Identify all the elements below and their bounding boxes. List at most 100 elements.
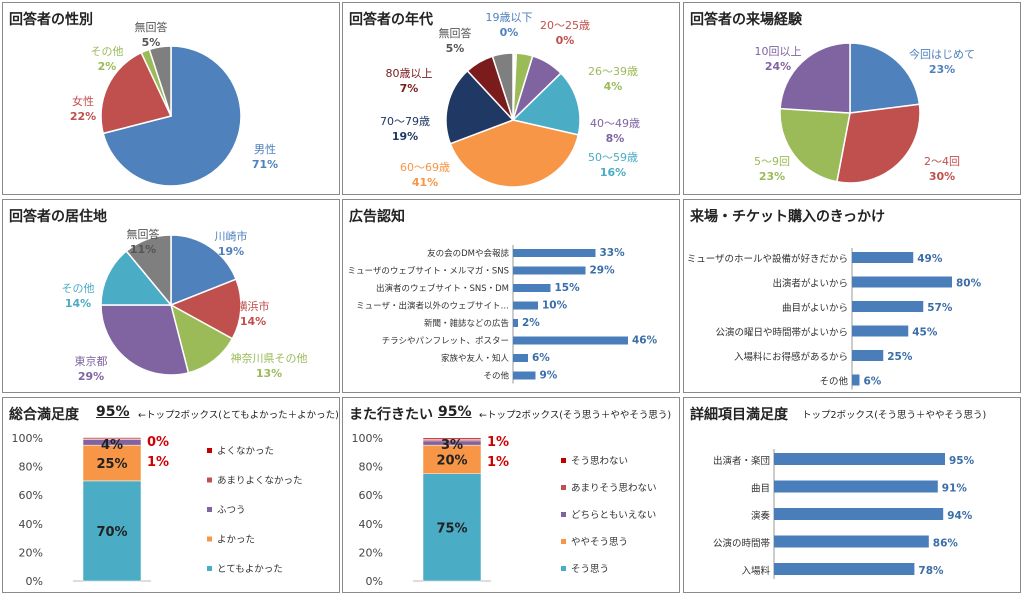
panel-age: 回答者の年代 19歳以下 0% 20～25歳 0% 26～39歳 4% 40～49歳 8% 50…	[342, 2, 680, 195]
stacked-segment	[422, 444, 482, 475]
bar	[513, 249, 596, 257]
slice-category-label: その他	[91, 45, 124, 58]
legend-label: とてもよかった	[217, 564, 283, 575]
bar-value-label: 78%	[918, 565, 944, 577]
pie-slice	[445, 69, 515, 145]
bar-value-label: 49%	[917, 253, 943, 265]
legend-swatch	[207, 507, 212, 512]
bar	[774, 535, 929, 548]
bar-value-label: 57%	[927, 302, 953, 314]
pie-slice	[125, 234, 172, 308]
slice-percent-label: 71%	[252, 158, 278, 171]
bar	[852, 252, 914, 263]
legend-label: ふつう	[217, 505, 246, 516]
panel-title: 広告認知	[349, 209, 405, 225]
legend-swatch	[207, 477, 212, 483]
y-tick-label: 0%	[366, 575, 383, 588]
top2-box-value: 95%	[438, 404, 472, 420]
bar	[513, 354, 528, 362]
bar	[513, 336, 628, 345]
revisit-stacked-chart: 0%20%40%60%80%100%75%20%3% 1%1% そう思わないあまりそ…	[352, 432, 657, 588]
slice-percent-label: 5%	[142, 36, 161, 49]
segment-value-label: 25%	[96, 457, 127, 472]
bar-category-label: 公演の曜日や時間帯がよいから	[715, 327, 848, 339]
pie-slice	[100, 51, 173, 135]
legend-swatch	[561, 458, 566, 463]
panel-title: 回答者の居住地	[9, 209, 107, 225]
bar-category-label: ミューザ・出演者以外のウェブサイト…	[356, 301, 509, 312]
bar	[774, 453, 945, 465]
bar	[513, 284, 551, 292]
pie-slice	[849, 42, 921, 114]
panel-title: 来場・チケット購入のきっかけ	[690, 209, 886, 225]
slice-percent-label: 0%	[500, 26, 519, 39]
slice-percent-label: 23%	[929, 63, 955, 76]
bar-value-label: 80%	[956, 278, 982, 290]
bar-value-label: 2%	[522, 317, 540, 329]
age-pie-chart: 19歳以下 0% 20～25歳 0% 26～39歳 4% 40～49歳 8% 50～59歳 16%…	[380, 11, 640, 189]
segment-value-label: 1%	[487, 435, 509, 450]
legend-label: あまりそう思わない	[571, 483, 657, 494]
pie-slice	[491, 52, 514, 121]
slice-percent-label: 30%	[929, 170, 955, 183]
bar	[852, 350, 884, 361]
slice-percent-label: 2%	[98, 60, 117, 73]
slice-percent-label: 16%	[600, 166, 626, 179]
bar-value-label: 25%	[887, 351, 913, 363]
slice-percent-label: 14%	[240, 315, 266, 328]
slice-percent-label: 5%	[446, 42, 465, 55]
slice-category-label: 40～49歳	[590, 117, 640, 130]
slice-percent-label: 19%	[218, 245, 244, 258]
legend-label: よかった	[217, 535, 255, 546]
slice-category-label: 50～59歳	[588, 151, 638, 164]
legend-swatch	[561, 512, 566, 517]
pie-slice	[511, 72, 581, 136]
bar-value-label: 46%	[632, 335, 658, 347]
pie-slice	[148, 45, 172, 117]
slice-category-label: 川崎市	[215, 229, 248, 243]
slice-percent-label: 13%	[256, 367, 282, 380]
panel-title: 総合満足度	[9, 407, 79, 423]
y-tick-label: 100%	[352, 432, 383, 445]
slice-category-label: 無回答	[439, 26, 472, 40]
slice-category-label: 今回はじめて	[909, 47, 975, 61]
slice-category-label: 60～69歳	[400, 161, 450, 174]
pie-slice	[100, 304, 190, 376]
top2-box-note: ←トップ2ボックス(とてもよかった＋よかった)	[138, 410, 339, 421]
bar	[774, 508, 944, 520]
slice-category-label: 5～9回	[754, 155, 790, 168]
bar-category-label: ミューザのホールや設備が好きだから	[687, 253, 848, 265]
panel-details: 詳細項目満足度 トップ2ボックス(そう思う＋ややそう思う) 出演者・楽団 95% 曲…	[683, 397, 1021, 593]
pie-slice	[102, 45, 242, 187]
bar	[852, 276, 952, 288]
slice-category-label: 神奈川県その他	[231, 351, 308, 365]
bar-value-label: 15%	[555, 282, 581, 294]
segment-value-label: 75%	[436, 521, 467, 536]
legend-swatch	[207, 566, 212, 571]
slice-category-label: その他	[62, 282, 95, 295]
panel-title: 回答者の年代	[349, 12, 433, 28]
slice-percent-label: 11%	[130, 243, 156, 256]
top2-box-note: ←トップ2ボックス(そう思う＋ややそう思う)	[479, 410, 672, 421]
pie-slice	[779, 107, 851, 183]
panel-overall: 総合満足度 95% ←トップ2ボックス(とてもよかった＋よかった) 0% 20% 4…	[2, 397, 340, 593]
slice-category-label: 東京都	[75, 354, 108, 368]
bar-value-label: 94%	[947, 510, 973, 522]
slice-category-label: 女性	[72, 94, 94, 108]
bar-category-label: 友の会のDMや会報誌	[427, 248, 509, 259]
panel-title: 回答者の性別	[9, 12, 93, 28]
bar-category-label: 出演者がよいから	[772, 278, 848, 290]
segment-value-label: 20%	[436, 453, 467, 468]
bar	[513, 301, 538, 310]
slice-category-label: 10回以上	[755, 45, 802, 58]
slice-percent-label: 29%	[78, 370, 104, 383]
y-tick-label: 40%	[19, 518, 43, 531]
slice-percent-label: 4%	[604, 80, 623, 93]
residence-pie-chart: 川崎市 19% 横浜市 14% 神奈川県その他 13% 東京都 29% その他 14% 無回答 11%	[62, 227, 308, 383]
bar-value-label: 9%	[540, 370, 558, 382]
slice-category-label: 2～4回	[924, 155, 960, 168]
overall-stacked-chart: 0% 20% 40% 60% 80% 100% 70% 25% 4% 0% 1% よくなかったあまりよ…	[12, 432, 303, 588]
segment-value-label: 70%	[96, 525, 127, 540]
bar-value-label: 6%	[532, 352, 550, 364]
panel-title: 詳細項目満足度	[690, 407, 788, 423]
